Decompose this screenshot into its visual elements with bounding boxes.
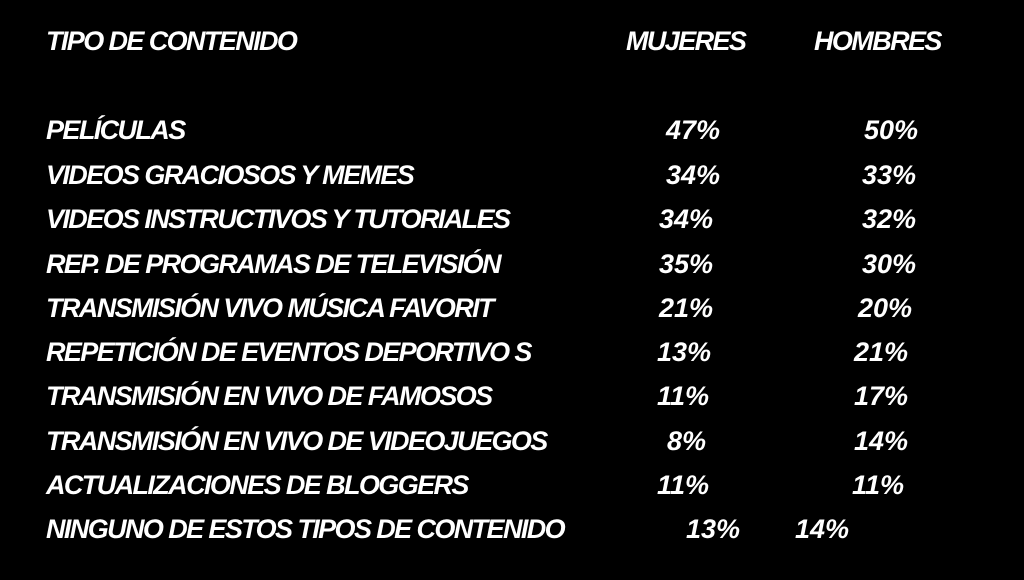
- row-mujeres-value: 13%: [657, 337, 712, 367]
- row-mujeres-value: 34%: [659, 204, 714, 234]
- row-hombres-value: 14%: [795, 514, 850, 544]
- row-label: TRANSMISIÓN VIVO MÚSICA FAVORIT: [46, 293, 495, 323]
- row-hombres-value: 20%: [858, 293, 913, 323]
- row-label: ACTUALIZACIONES DE BLOGGERS: [46, 470, 469, 500]
- row-hombres-value: 33%: [862, 160, 917, 190]
- row-mujeres-value: 11%: [657, 470, 710, 500]
- row-label: VIDEOS GRACIOSOS Y MEMES: [46, 160, 415, 190]
- row-mujeres-value: 47%: [666, 115, 721, 145]
- row-mujeres-value: 35%: [659, 249, 714, 279]
- row-mujeres-value: 8%: [667, 426, 707, 456]
- row-hombres-value: 32%: [862, 204, 917, 234]
- row-hombres-value: 30%: [862, 249, 917, 279]
- row-label: TRANSMISIÓN EN VIVO DE VIDEOJUEGOS: [46, 426, 548, 456]
- row-label: PELÍCULAS: [46, 115, 186, 145]
- header-hombres: HOMBRES: [814, 26, 942, 56]
- row-hombres-value: 11%: [852, 470, 905, 500]
- row-hombres-value: 14%: [854, 426, 909, 456]
- row-mujeres-value: 13%: [686, 514, 741, 544]
- row-label: REPETICIÓN DE EVENTOS DEPORTIVO S: [46, 337, 532, 367]
- header-mujeres: MUJERES: [626, 26, 747, 56]
- row-label: NINGUNO DE ESTOS TIPOS DE CONTENIDO: [46, 514, 566, 544]
- header-tipo-de-contenido: TIPO DE CONTENIDO: [46, 26, 298, 56]
- row-mujeres-value: 21%: [659, 293, 714, 323]
- row-label: TRANSMISIÓN EN VIVO DE FAMOSOS: [46, 381, 493, 411]
- row-hombres-value: 17%: [854, 381, 909, 411]
- row-hombres-value: 21%: [854, 337, 909, 367]
- row-mujeres-value: 34%: [666, 160, 721, 190]
- row-hombres-value: 50%: [864, 115, 919, 145]
- row-label: VIDEOS INSTRUCTIVOS Y TUTORIALES: [46, 204, 511, 234]
- row-label: REP. DE PROGRAMAS DE TELEVISIÓN: [46, 249, 502, 279]
- row-mujeres-value: 11%: [657, 381, 710, 411]
